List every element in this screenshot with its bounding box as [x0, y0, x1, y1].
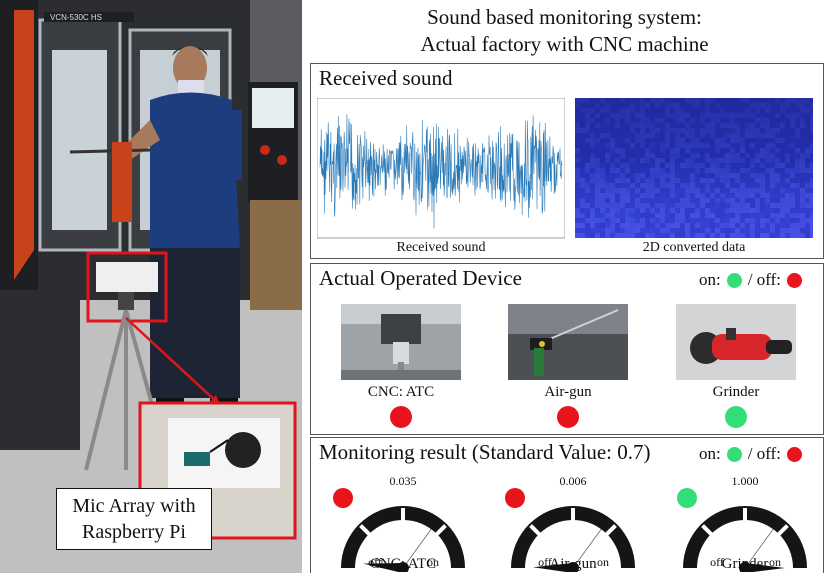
result-legend-off-dot	[786, 446, 802, 462]
spectrogram-image	[575, 98, 815, 238]
gauge-threshold-line	[572, 528, 602, 569]
waveform-plot	[316, 97, 566, 246]
gauge-needle	[745, 563, 785, 572]
gauge-tick	[604, 524, 617, 537]
gauge-off-label: off	[710, 555, 724, 569]
gauge-needle	[363, 563, 404, 572]
device-label-grinder: Grinder	[712, 384, 760, 400]
gauge-threshold-line	[402, 528, 432, 569]
gauge-on-label: on	[597, 555, 609, 569]
gauge-band	[341, 506, 465, 568]
gauge-tick	[776, 524, 789, 537]
gauge-label-grinder: Grinder	[721, 556, 769, 572]
gauge-band	[683, 506, 807, 568]
gauge-band	[511, 506, 635, 568]
monitoring-result-title: Monitoring result (Standard Value: 0.7)	[319, 440, 651, 464]
result-status-dot-cnc-atc	[333, 488, 353, 508]
grinder-photo	[676, 304, 796, 380]
result-legend: on: / off:	[699, 444, 808, 464]
gauge-pivot	[397, 562, 409, 572]
air-gun-illustration	[508, 304, 628, 380]
machine-label: VCN-530C HS	[50, 13, 102, 22]
waveform-caption: Received sound	[396, 240, 486, 255]
gauge-tick	[529, 524, 542, 537]
device-legend: on: / off:	[699, 270, 808, 290]
title-line2: Actual factory with CNC machine	[420, 32, 709, 56]
photo-caption-box: Mic Array with Raspberry Pi	[56, 488, 212, 550]
legend-off-text: / off:	[747, 270, 781, 289]
gauge-off-label: off	[368, 555, 382, 569]
gauge-grinder: off on	[683, 506, 807, 572]
received-sound-panel: Received sound Received sound 2D convert…	[310, 63, 824, 259]
photo-caption-line1: Mic Array with	[72, 495, 196, 517]
gauge-label-cnc-atc: CNC: ATC	[369, 556, 437, 572]
result-legend-on-text: on:	[699, 444, 721, 463]
gauge-tick	[434, 524, 447, 537]
result-status-dot-air-gun	[505, 488, 525, 508]
photo-caption-line2: Raspberry Pi	[82, 521, 186, 543]
gauge-cnc-atc: off on	[341, 506, 465, 572]
gauge-pivot	[567, 562, 579, 572]
gauge-threshold-line	[744, 528, 774, 569]
spectrogram-graphic	[575, 98, 815, 238]
device-status-dot-air-gun	[557, 406, 579, 428]
cnc-spindle-illustration	[341, 304, 461, 380]
grinder-illustration	[676, 304, 796, 380]
received-sound-title: Received sound	[319, 66, 453, 90]
operated-device-panel: Actual Operated Device on: / off: CNC: A…	[310, 263, 824, 435]
spectrogram-caption: 2D converted data	[642, 240, 746, 255]
gauge-pivot	[739, 562, 751, 572]
device-status-dot-grinder	[725, 406, 747, 428]
page-title: Sound based monitoring system: Actual fa…	[302, 4, 827, 58]
gauge-value-cnc-atc: 0.035	[389, 474, 417, 488]
result-status-dot-grinder	[677, 488, 697, 508]
gauge-air-gun: off on	[511, 506, 635, 572]
gauge-tick	[359, 524, 372, 537]
gauge-off-label: off	[538, 555, 552, 569]
result-legend-on-dot	[726, 446, 742, 462]
title-line1: Sound based monitoring system:	[427, 5, 702, 29]
gauge-tick	[701, 524, 714, 537]
operated-device-title: Actual Operated Device	[319, 266, 522, 290]
gauge-needle	[533, 563, 574, 572]
gauge-label-air-gun: Air-gun	[549, 556, 597, 572]
factory-scene-illustration: VCN-530C HS	[0, 0, 302, 573]
gauge-value-air-gun: 0.006	[559, 474, 587, 488]
device-label-cnc-atc: CNC: ATC	[367, 384, 435, 400]
legend-on-text: on:	[699, 270, 721, 289]
cnc-atc-photo	[341, 304, 461, 380]
gauge-value-grinder: 1.000	[731, 474, 759, 488]
monitoring-result-panel: Monitoring result (Standard Value: 0.7) …	[310, 437, 824, 573]
legend-off-dot	[786, 272, 802, 288]
air-gun-photo	[508, 304, 628, 380]
device-label-air-gun: Air-gun	[544, 384, 592, 400]
result-legend-off-text: / off:	[747, 444, 781, 463]
gauge-on-label: on	[769, 555, 781, 569]
legend-on-dot	[726, 272, 742, 288]
factory-photo: VCN-530C HS	[0, 0, 302, 573]
device-status-dot-cnc-atc	[390, 406, 412, 428]
gauge-on-label: on	[427, 555, 439, 569]
waveform-graphic	[316, 97, 566, 239]
